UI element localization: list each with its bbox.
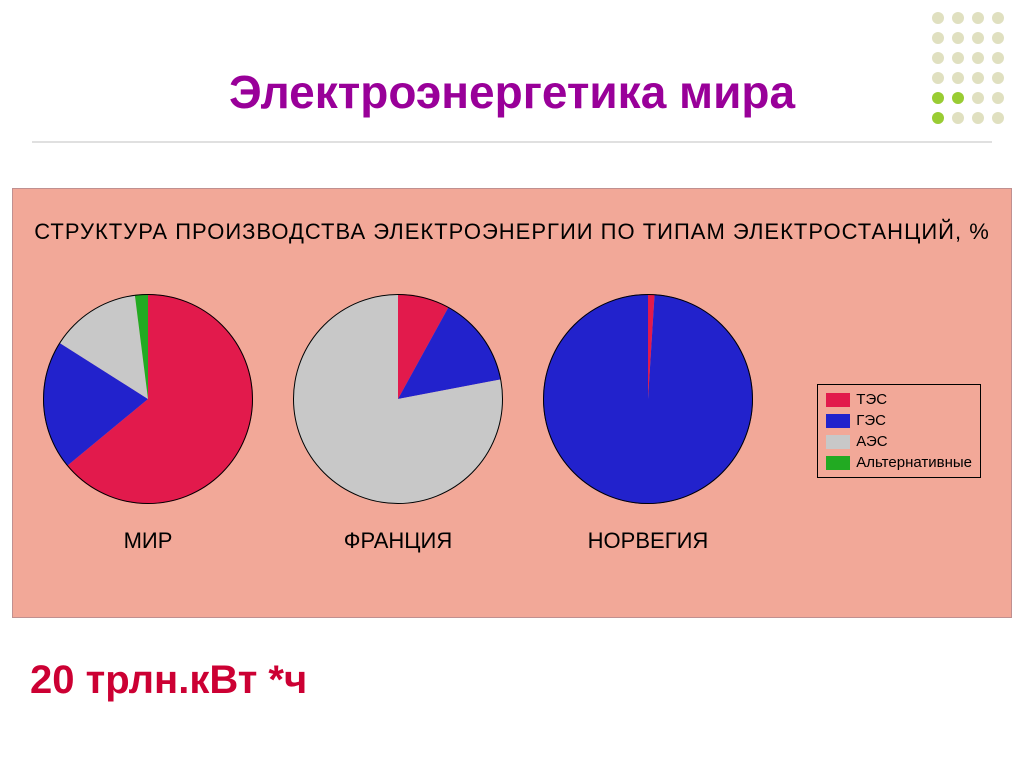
pie-chart (293, 294, 503, 504)
decor-dot (972, 52, 984, 64)
pie-block: МИР (43, 294, 253, 554)
chart-panel-title: СТРУКТУРА ПРОИЗВОДСТВА ЭЛЕКТРОЭНЕРГИИ ПО… (13, 219, 1011, 245)
decor-dot (992, 32, 1004, 44)
decor-dot (952, 52, 964, 64)
legend-swatch-tes (826, 393, 850, 407)
legend-label: ТЭС (856, 391, 887, 408)
pie-block: НОРВЕГИЯ (543, 294, 753, 554)
page-title: Электроэнергетика мира (229, 65, 795, 119)
decor-dot (992, 12, 1004, 24)
legend-swatch-aes (826, 435, 850, 449)
decor-dot (932, 32, 944, 44)
pie-chart (543, 294, 753, 504)
pie-block: ФРАНЦИЯ (293, 294, 503, 554)
pie-slice-ges (543, 294, 753, 504)
legend-label: АЭС (856, 433, 887, 450)
pies-row: МИР ФРАНЦИЯ НОРВЕГИЯ (43, 294, 753, 554)
legend-row: ГЭС (826, 412, 972, 429)
pie-label: НОРВЕГИЯ (588, 528, 709, 554)
legend: ТЭС ГЭС АЭС Альтернативные (817, 384, 981, 478)
decor-dot (932, 12, 944, 24)
decor-dot (992, 52, 1004, 64)
legend-label: ГЭС (856, 412, 886, 429)
decor-dot (932, 52, 944, 64)
decor-dot (952, 12, 964, 24)
legend-row: ТЭС (826, 391, 972, 408)
chart-panel: СТРУКТУРА ПРОИЗВОДСТВА ЭЛЕКТРОЭНЕРГИИ ПО… (12, 188, 1012, 618)
footer-stat: 20 трлн.кВт *ч (30, 658, 307, 703)
pie-label: ФРАНЦИЯ (344, 528, 452, 554)
legend-label: Альтернативные (856, 454, 972, 471)
decor-dot (972, 12, 984, 24)
legend-swatch-alt (826, 456, 850, 470)
title-area: Электроэнергетика мира (0, 65, 1024, 143)
pie-label: МИР (124, 528, 173, 554)
legend-swatch-ges (826, 414, 850, 428)
decor-dot (972, 32, 984, 44)
decor-dot (952, 32, 964, 44)
pie-chart (43, 294, 253, 504)
legend-row: Альтернативные (826, 454, 972, 471)
title-underline (32, 141, 992, 143)
legend-row: АЭС (826, 433, 972, 450)
